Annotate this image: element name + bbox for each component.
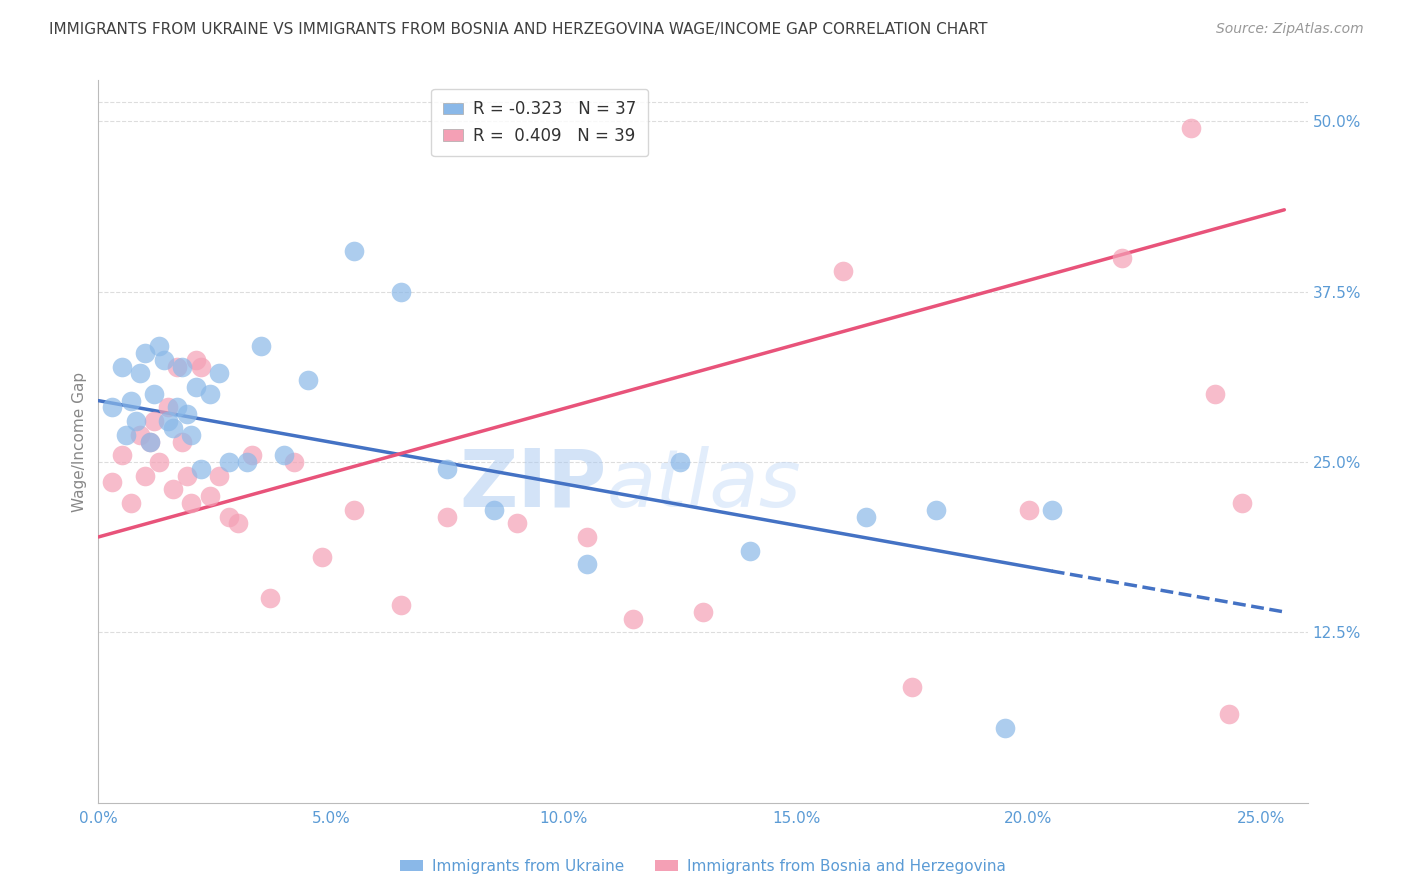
Point [482,502,505,516]
Point [1204,387,1226,401]
Point [129,367,152,381]
Point [101,401,124,415]
Point [436,462,458,476]
Y-axis label: Wage/Income Gap: Wage/Income Gap [72,371,87,512]
Point [172,359,194,374]
Point [506,516,529,531]
Point [575,558,598,572]
Point [389,285,412,299]
Point [184,380,207,394]
Point [157,401,180,415]
Point [148,339,170,353]
Point [143,414,166,428]
Point [273,448,295,462]
Point [621,612,644,626]
Point [115,427,138,442]
Point [259,591,281,606]
Point [436,509,458,524]
Point [283,455,305,469]
Point [738,543,761,558]
Text: ZIP: ZIP [458,446,606,524]
Point [575,530,598,544]
Point [198,489,221,503]
Point [1111,251,1133,265]
Point [184,352,207,367]
Point [148,455,170,469]
Text: IMMIGRANTS FROM UKRAINE VS IMMIGRANTS FROM BOSNIA AND HERZEGOVINA WAGE/INCOME GA: IMMIGRANTS FROM UKRAINE VS IMMIGRANTS FR… [49,22,987,37]
Legend: Immigrants from Ukraine, Immigrants from Bosnia and Herzegovina: Immigrants from Ukraine, Immigrants from… [394,853,1012,880]
Point [190,462,212,476]
Point [176,407,198,421]
Point [180,427,202,442]
Point [111,448,134,462]
Point [218,455,240,469]
Point [157,414,180,428]
Text: Source: ZipAtlas.com: Source: ZipAtlas.com [1216,22,1364,37]
Point [138,434,160,449]
Point [208,367,231,381]
Point [855,509,877,524]
Point [831,264,853,278]
Point [138,434,160,449]
Point [240,448,263,462]
Point [924,502,946,516]
Point [692,605,714,619]
Point [226,516,249,531]
Point [134,468,156,483]
Point [1232,496,1254,510]
Point [143,387,166,401]
Point [111,359,134,374]
Point [343,244,366,258]
Text: atlas: atlas [606,446,801,524]
Point [162,421,184,435]
Point [994,721,1017,735]
Point [180,496,202,510]
Point [311,550,333,565]
Point [1018,502,1040,516]
Point [166,401,188,415]
Point [901,680,924,694]
Point [190,359,212,374]
Legend: R = -0.323   N = 37, R =  0.409   N = 39: R = -0.323 N = 37, R = 0.409 N = 39 [432,88,648,156]
Point [166,359,188,374]
Point [389,598,412,612]
Point [1180,120,1202,135]
Point [134,346,156,360]
Point [236,455,259,469]
Point [120,496,142,510]
Point [129,427,152,442]
Point [124,414,146,428]
Point [1218,707,1240,722]
Point [176,468,198,483]
Point [668,455,690,469]
Point [250,339,273,353]
Point [343,502,366,516]
Point [208,468,231,483]
Point [152,352,174,367]
Point [297,373,319,387]
Point [198,387,221,401]
Point [172,434,194,449]
Point [162,482,184,496]
Point [120,393,142,408]
Point [218,509,240,524]
Point [101,475,124,490]
Point [1040,502,1063,516]
